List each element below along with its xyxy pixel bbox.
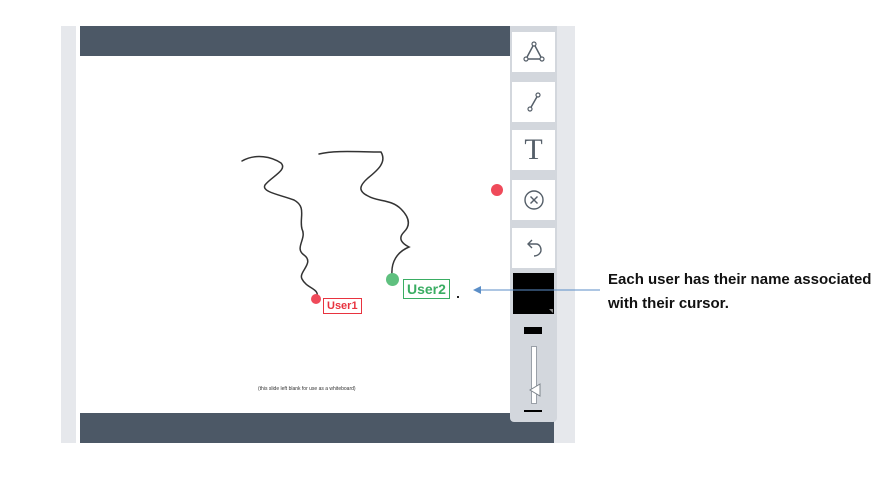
triangle-icon [522,41,545,62]
whiteboard-canvas[interactable] [76,56,510,413]
remote-cursor [491,184,503,196]
undo-tool-button[interactable] [512,228,555,268]
text-tool-button[interactable]: T [512,130,555,170]
chevron-down-icon [549,309,553,313]
bottom-bar [80,413,554,443]
user1-label: User1 [323,298,362,314]
undo-icon [526,239,542,257]
line-icon [526,92,541,112]
min-size-indicator [524,410,542,412]
user2-cursor [386,273,399,286]
max-size-indicator [524,327,542,334]
annotation-text: Each user has their name associated with… [608,271,872,312]
slide [76,26,554,443]
top-bar [80,26,510,56]
whiteboard-toolbar: T [510,26,557,422]
clear-tool-button[interactable] [512,180,555,220]
local-cursor [457,296,459,298]
slider-thumb[interactable] [528,383,542,397]
user2-label: User2 [403,279,450,299]
text-icon: T [524,133,543,166]
annotation-arrow [473,286,600,294]
user2-stroke [318,150,411,276]
close-circle-icon [523,190,544,210]
line-tool-button[interactable] [512,82,555,122]
user1-stroke [241,155,319,299]
color-picker[interactable] [513,273,554,314]
polygon-tool-button[interactable] [512,32,555,72]
size-slider[interactable] [531,346,537,404]
slide-footnote: (this slide left blank for use as a whit… [258,386,356,392]
user1-cursor [311,294,321,304]
